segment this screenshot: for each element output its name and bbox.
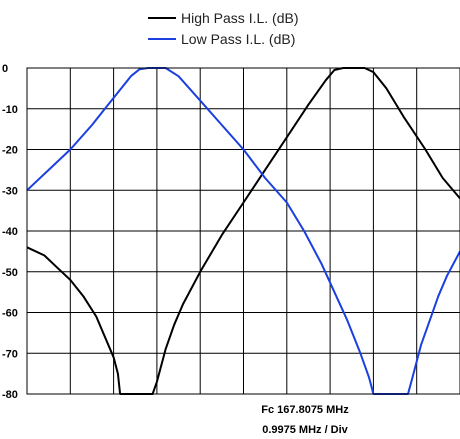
y-tick-labels: 0 -10 -20 -30 -40 -50 -60 -70 -80 [2, 63, 18, 401]
y-tick-label: -70 [2, 348, 18, 360]
y-tick-label: -60 [2, 308, 18, 320]
scale-label: 0.9975 MHz / Div [262, 424, 348, 436]
legend: High Pass I.L. (dB) Low Pass I.L. (dB) [148, 10, 299, 47]
y-tick-label: -40 [2, 226, 18, 238]
y-tick-label: -10 [2, 104, 18, 116]
legend-label-low-pass: Low Pass I.L. (dB) [181, 31, 295, 47]
y-tick-label: -80 [2, 389, 18, 401]
series-line-low-pass [26, 67, 460, 395]
y-tick-label: -20 [2, 145, 18, 157]
legend-label-high-pass: High Pass I.L. (dB) [181, 10, 299, 26]
center-frequency-label: Fc 167.8075 MHz [261, 404, 349, 416]
grid [27, 68, 460, 394]
y-tick-label: -30 [2, 185, 18, 197]
y-tick-label: 0 [2, 63, 8, 75]
y-tick-label: -50 [2, 267, 18, 279]
series-line-high-pass [26, 67, 460, 395]
series-lines [26, 67, 460, 395]
plot-frame [26, 67, 460, 395]
